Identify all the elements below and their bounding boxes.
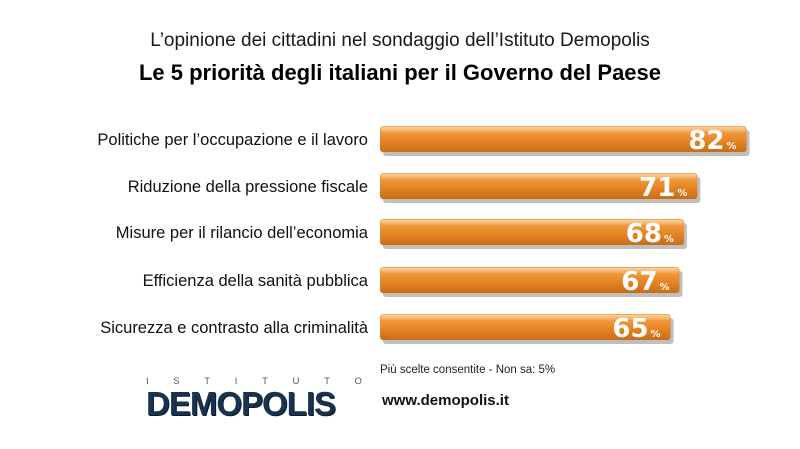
category-label: Riduzione della pressione fiscale — [128, 178, 368, 196]
website-link[interactable]: www.demopolis.it — [382, 392, 509, 409]
bar-body — [380, 314, 671, 340]
percent-suffix: % — [727, 141, 737, 152]
percent-suffix: % — [677, 188, 687, 199]
percent-suffix: % — [651, 329, 661, 340]
bar — [380, 267, 683, 297]
bar-body — [380, 173, 698, 199]
chart-title: Le 5 priorità degli italiani per il Gove… — [138, 60, 662, 85]
logo-letter: I — [146, 376, 149, 387]
logo-letter: I — [234, 376, 238, 387]
logo-wordmark: DEMOPOLIS — [146, 385, 336, 422]
bar — [380, 219, 687, 249]
chart-subtitle: L’opinione dei cittadini nel sondaggio d… — [150, 30, 650, 51]
bar — [380, 126, 750, 156]
bar-highlight — [381, 220, 683, 225]
logo-letter: T — [204, 376, 211, 387]
logo-letter: O — [354, 376, 362, 387]
bar — [380, 314, 674, 344]
logo-letter: U — [292, 376, 300, 387]
category-label: Sicurezza e contrasto alla criminalità — [100, 319, 369, 337]
bar-highlight — [381, 127, 746, 132]
percent-suffix: % — [664, 234, 674, 245]
footnote: Più scelte consentite - Non sa: 5% — [380, 364, 556, 376]
category-label: Efficienza della sanità pubblica — [143, 272, 369, 290]
category-label: Misure per il rilancio dell’economia — [116, 224, 369, 242]
value-label: 65 — [612, 314, 648, 344]
logo-letter: T — [262, 376, 268, 387]
bar-highlight — [381, 268, 679, 273]
demopolis-logo: I S T I T U T O DEMOPOLIS — [146, 376, 362, 424]
value-label: 71 — [639, 173, 675, 203]
percent-suffix: % — [659, 282, 669, 293]
value-label: 82 — [688, 126, 724, 156]
bar-body — [380, 267, 680, 293]
bar — [380, 173, 701, 203]
bar-highlight — [381, 315, 670, 320]
bar-body — [380, 126, 747, 152]
logo-letter: S — [173, 376, 180, 387]
logo-letter: T — [324, 376, 330, 387]
value-label: 68 — [626, 219, 662, 249]
bar-highlight — [381, 174, 697, 179]
category-label: Politiche per l’occupazione e il lavoro — [97, 131, 368, 149]
value-label: 67 — [621, 267, 657, 297]
bar-body — [380, 219, 684, 245]
